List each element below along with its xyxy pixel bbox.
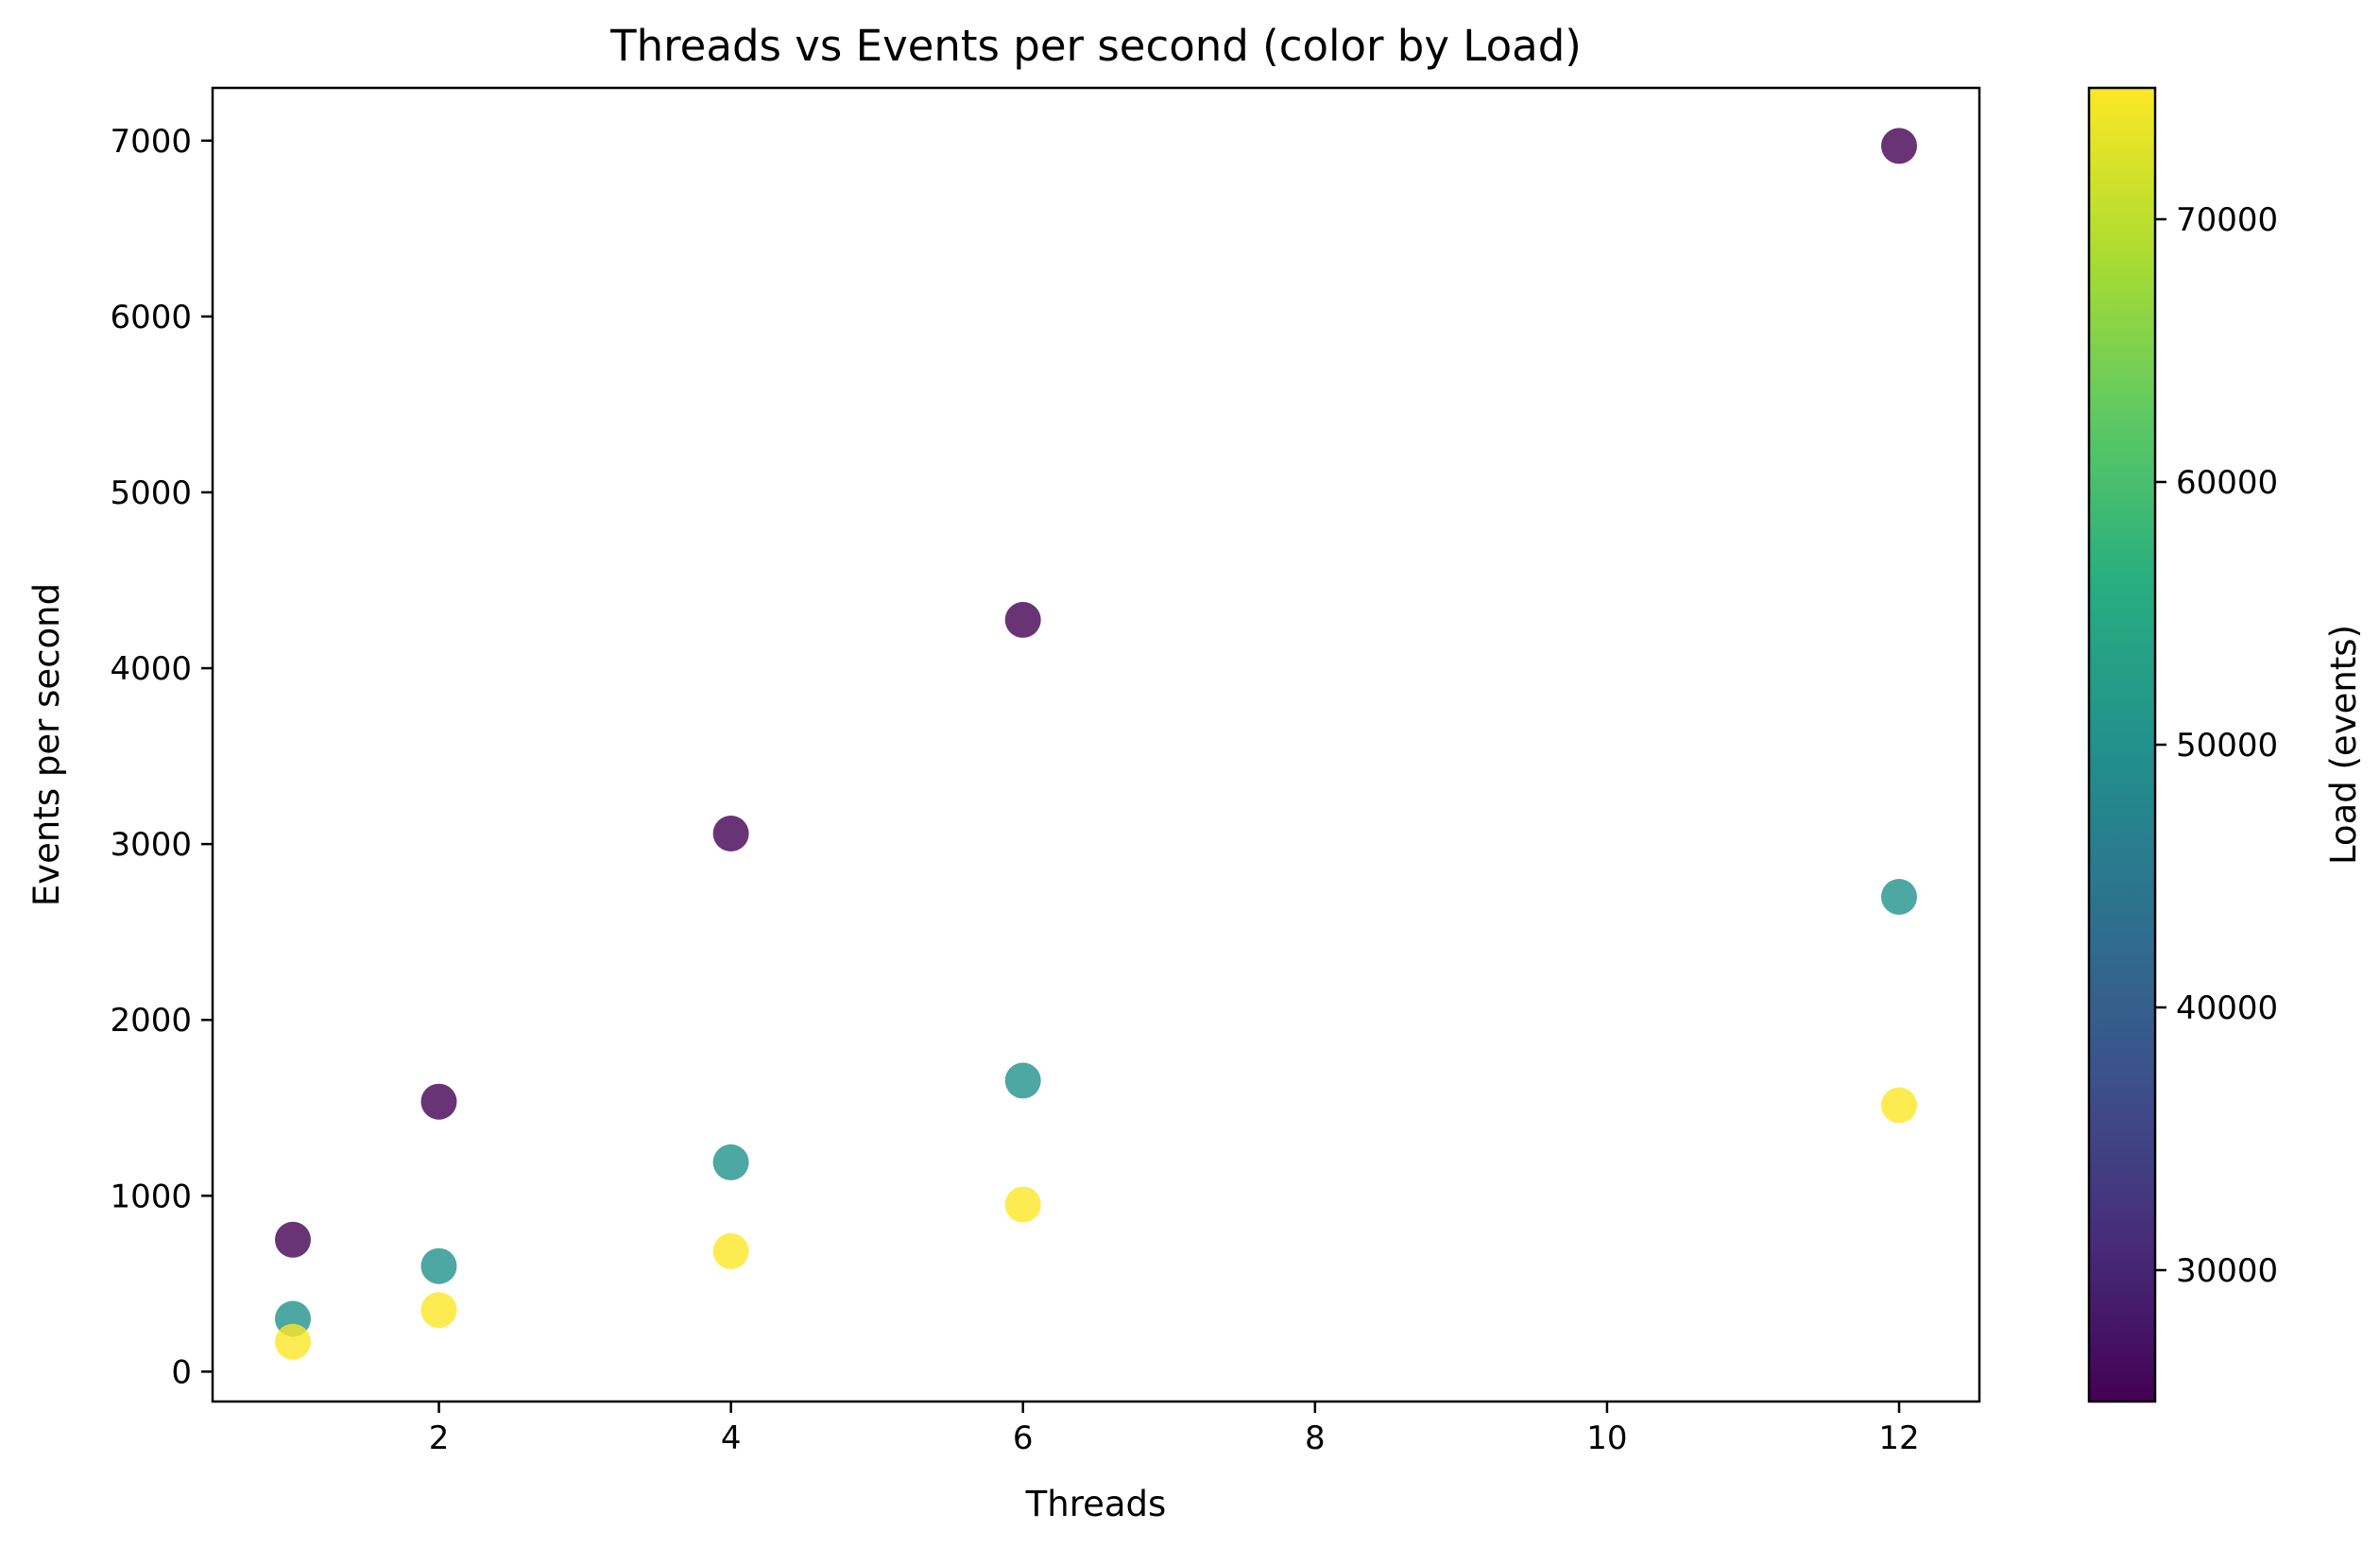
x-axis-label: Threads: [1025, 1484, 1167, 1524]
colorbar-tick-label: 60000: [2176, 464, 2278, 502]
y-tick-label: 6000: [110, 299, 192, 336]
data-point: [1881, 128, 1917, 164]
y-tick-label: 1000: [110, 1178, 192, 1215]
colorbar-tick-label: 30000: [2176, 1252, 2278, 1290]
data-point: [1881, 1087, 1917, 1124]
data-point: [1004, 1186, 1041, 1223]
x-tick-label: 8: [1305, 1419, 1326, 1457]
data-point: [1881, 879, 1917, 915]
data-point: [275, 1323, 311, 1360]
data-point: [420, 1083, 457, 1120]
data-point: [712, 1232, 749, 1269]
x-tick-label: 12: [1878, 1419, 1919, 1457]
x-tick-label: 2: [429, 1419, 450, 1457]
y-axis-label: Events per second: [26, 583, 67, 906]
data-point: [420, 1247, 457, 1284]
colorbar-label: Load (events): [2323, 625, 2364, 865]
x-axis-ticks: 2 4 6 8 10 12: [429, 1402, 1920, 1457]
colorbar-tick-label: 70000: [2176, 201, 2278, 239]
data-point: [1004, 1062, 1041, 1099]
data-point: [712, 816, 749, 851]
y-tick-label: 7000: [110, 123, 192, 161]
data-point: [420, 1292, 457, 1329]
colorbar-tick-label: 50000: [2176, 727, 2278, 765]
colorbar-tick-label: 40000: [2176, 989, 2278, 1027]
data-point: [712, 1144, 749, 1180]
y-tick-label: 0: [171, 1353, 192, 1391]
y-tick-label: 5000: [110, 474, 192, 512]
x-tick-label: 4: [721, 1419, 742, 1457]
x-tick-label: 6: [1013, 1419, 1034, 1457]
y-tick-label: 2000: [110, 1002, 192, 1040]
chart-title: Threads vs Events per second (color by L…: [609, 21, 1582, 71]
colorbar-ticks: 30000 40000 50000 60000 70000: [2155, 201, 2278, 1290]
data-points: [275, 128, 1917, 1360]
colorbar: [2087, 86, 2157, 1403]
data-point: [275, 1221, 311, 1258]
y-axis-ticks: 0 1000 2000 3000 4000 5000 6000 7000: [110, 123, 213, 1391]
data-point: [1004, 601, 1041, 638]
y-tick-label: 3000: [110, 826, 192, 864]
plot-frame: [211, 86, 1981, 1403]
x-tick-label: 10: [1586, 1419, 1627, 1457]
y-tick-label: 4000: [110, 650, 192, 688]
